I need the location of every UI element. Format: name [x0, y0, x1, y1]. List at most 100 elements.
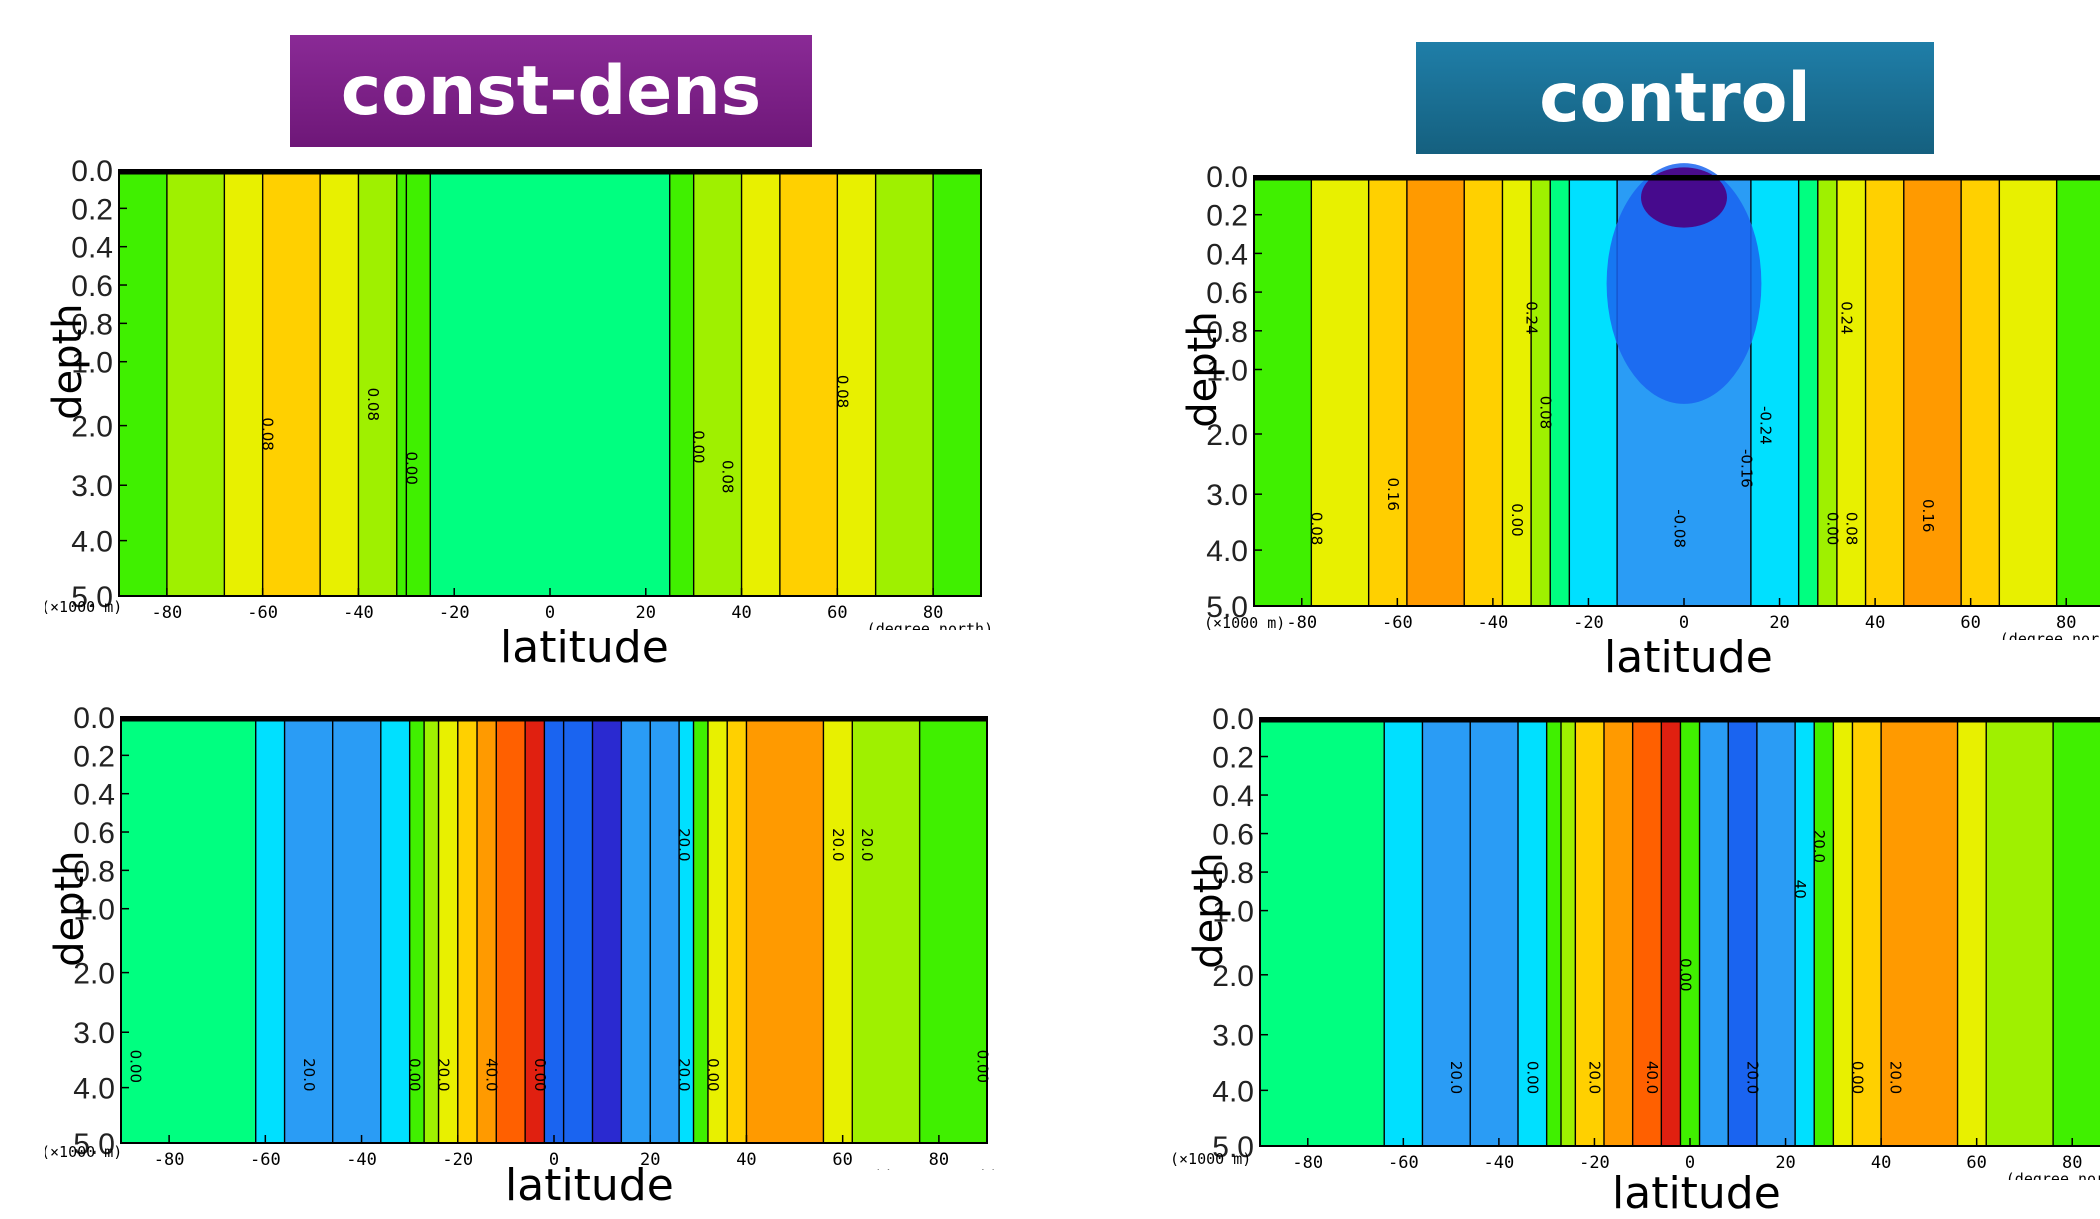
x-tick-label: 0	[1679, 613, 1689, 633]
contour-label: 0.00	[127, 1050, 145, 1083]
x-unit-label: (degree_north)	[2000, 630, 2100, 640]
contour-label: 20.0	[829, 828, 847, 861]
x-tick-label: -60	[1382, 613, 1413, 633]
y-unit-label: (×1000 m)	[1170, 1150, 1251, 1168]
contour-label: 0.00	[1823, 512, 1841, 545]
x-tick-label: -40	[346, 1150, 377, 1170]
heatmap-band	[1546, 718, 1562, 1146]
x-tick-label: -40	[1484, 1153, 1515, 1173]
chart-bottom-left: 0.0 0.2 0.4 0.6 0.8 1.0 2.0 3.0 4.0 5.0 depth -80 -6…	[45, 705, 999, 1170]
y-tick-label: 5.0	[1206, 591, 1248, 624]
contour-label: 0.08	[364, 388, 382, 421]
y-tick-label: 0.8	[73, 855, 115, 888]
x-tick-label: -20	[1573, 613, 1604, 633]
x-unit-label: (degree_north)	[2006, 1170, 2100, 1180]
y-axis-label: depth	[47, 850, 93, 966]
y-tick-label: 2.0	[1212, 960, 1254, 993]
heatmap-band	[438, 717, 459, 1143]
heatmap-band	[621, 717, 651, 1143]
contour-label: 20.0	[1887, 1061, 1905, 1094]
heatmap-band	[496, 717, 526, 1143]
heatmap-band	[1852, 718, 1882, 1146]
x-tick-label: 40	[1865, 613, 1885, 633]
x-tick-label: -40	[343, 603, 374, 623]
contour-label: 20.0	[675, 828, 693, 861]
heatmap-band	[779, 170, 838, 596]
x-tick-label: -60	[1388, 1153, 1419, 1173]
heatmap-band	[823, 717, 853, 1143]
heatmap-band	[852, 717, 921, 1143]
y-tick-label: 4.0	[73, 1073, 115, 1106]
heatmap-band	[1680, 718, 1701, 1146]
y-tick-label: 0.6	[73, 817, 115, 850]
y-tick-label: 0.8	[1212, 857, 1254, 890]
y-tick-label: 0.2	[71, 193, 113, 226]
y-tick-label: 2.0	[73, 958, 115, 991]
heatmap-bands	[1254, 176, 2100, 606]
x-tick-label: 80	[2056, 613, 2076, 633]
heatmap-band	[1550, 176, 1570, 606]
heatmap-band	[1798, 176, 1819, 606]
heatmap-band	[679, 717, 695, 1143]
contour-label: 0.08	[1537, 396, 1555, 429]
heatmap-band	[1795, 718, 1815, 1146]
x-tick-label: 80	[923, 603, 943, 623]
heatmap-band	[1464, 176, 1504, 606]
x-axis-label-bottom-right: latitude	[1612, 1168, 1781, 1219]
x-tick-label: 80	[2062, 1153, 2082, 1173]
heatmap-band	[1518, 718, 1548, 1146]
x-tick-label: 60	[832, 1150, 852, 1170]
contour-label: 40.0	[1643, 1061, 1661, 1094]
contour-label: 0.08	[1842, 512, 1860, 545]
x-tick-label: 0	[1685, 1153, 1695, 1173]
heatmap-band	[255, 717, 286, 1143]
chart-panel-top-left: 0.0 0.2 0.4 0.6 0.8 1.0 2.0 3.0 4.0 5.0 depth -80 -6…	[45, 160, 1035, 630]
heatmap-band	[525, 717, 545, 1143]
y-tick-label: 0.2	[1212, 742, 1254, 775]
heatmap-band	[396, 170, 407, 596]
heatmap-bands	[121, 717, 988, 1143]
heatmap-band	[563, 717, 594, 1143]
y-tick-label: 3.0	[1212, 1020, 1254, 1053]
heatmap-band	[457, 717, 478, 1143]
x-tick-label: 20	[1775, 1153, 1795, 1173]
heatmap-band	[1750, 176, 1800, 606]
heatmap-band	[919, 717, 988, 1143]
heatmap-band	[1881, 718, 1959, 1146]
x-tick-label: 40	[1871, 1153, 1891, 1173]
x-tick-label: 0	[545, 603, 555, 623]
heatmap-band	[1575, 718, 1605, 1146]
x-tick-label: 20	[640, 1150, 660, 1170]
contour-label: 0.08	[718, 460, 736, 493]
heatmap-band	[1986, 718, 2054, 1146]
heatmap-band	[1814, 718, 1834, 1146]
heatmap-band	[1569, 176, 1618, 606]
contour-label: 0.00	[1524, 1061, 1542, 1094]
contour-label: 40.0	[483, 1058, 501, 1091]
y-tick-label: 1.0	[1206, 355, 1248, 388]
y-tick-label: 4.0	[71, 526, 113, 559]
contour-label: 0.00	[704, 1058, 722, 1091]
heatmap-band	[224, 170, 264, 596]
x-tick-label: -60	[250, 1150, 281, 1170]
contour-label: 0.00	[402, 451, 420, 484]
y-tick-label: 0.6	[71, 270, 113, 303]
heatmap-band	[2056, 176, 2100, 606]
contour-label: 0.00	[1848, 1061, 1866, 1094]
y-tick-label: 0.4	[71, 232, 113, 265]
title-banner-const-dens: const-dens	[290, 35, 812, 147]
heatmap-band	[1999, 176, 2058, 606]
heatmap-band	[693, 170, 743, 596]
heatmap-band	[1728, 718, 1758, 1146]
chart-panel-top-right: 0.0 0.2 0.4 0.6 0.8 1.0 2.0 3.0 4.0 5.0 depth -80 -6…	[1160, 160, 2100, 640]
heatmap-band	[669, 170, 695, 596]
heatmap-band	[409, 717, 425, 1143]
x-tick-label: 0	[549, 1150, 559, 1170]
contour-label: 0.00	[1508, 503, 1526, 536]
y-unit-label: (×1000 m)	[45, 598, 122, 616]
y-tick-label: 1.0	[73, 894, 115, 927]
y-tick-label: 0.6	[1206, 277, 1248, 310]
y-tick-label: 1.0	[1212, 896, 1254, 929]
contour-label: 20.0	[435, 1058, 453, 1091]
heatmap-band	[406, 170, 431, 596]
